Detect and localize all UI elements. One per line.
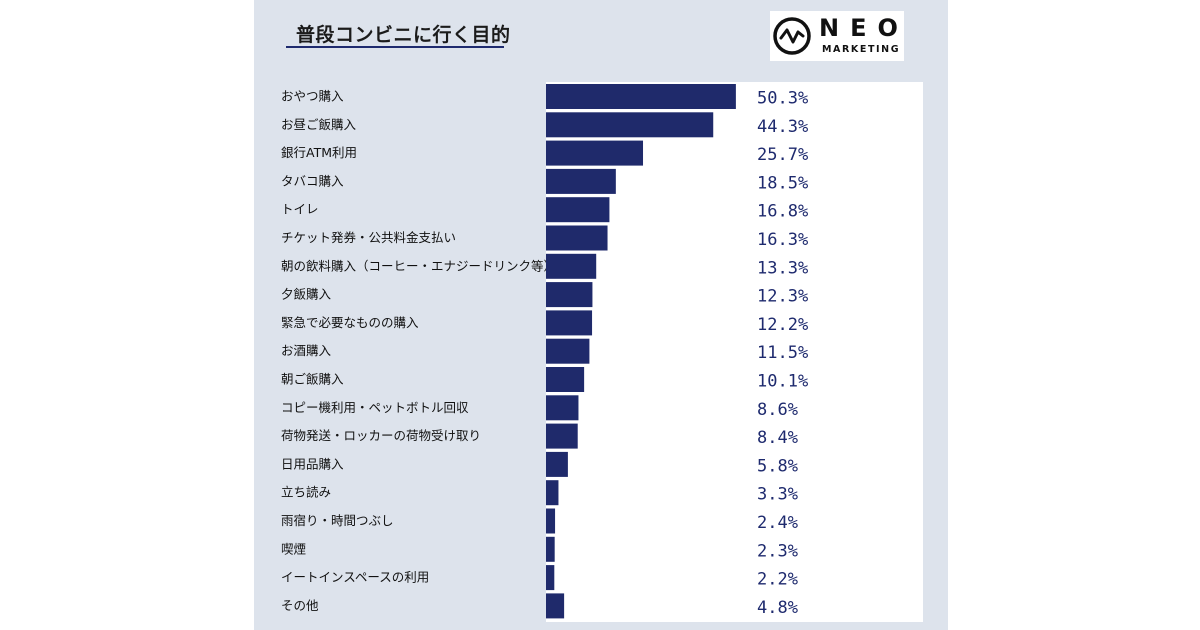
bar: [546, 253, 597, 279]
neo-marketing-logo: NEO MARKETING: [770, 11, 904, 61]
bar: [546, 338, 590, 364]
bar: [546, 282, 593, 308]
category-label: 朝ご飯購入: [281, 372, 344, 387]
value-label: 8.4%: [757, 428, 798, 448]
bar: [546, 197, 610, 223]
category-label: コピー機利用・ペットボトル回収: [281, 400, 469, 415]
category-label: 日用品購入: [281, 456, 344, 471]
value-label: 18.5%: [757, 173, 808, 193]
bar: [546, 593, 565, 619]
bar: [546, 225, 608, 251]
logo-subtitle: MARKETING: [822, 44, 901, 55]
chart-title: 普段コンビニに行く目的: [296, 24, 511, 46]
value-label: 3.3%: [757, 485, 798, 505]
category-label: タバコ購入: [281, 173, 344, 188]
value-label: 50.3%: [757, 89, 808, 109]
bar: [546, 480, 559, 506]
value-label: 12.2%: [757, 315, 808, 335]
bar: [546, 565, 555, 591]
value-label: 44.3%: [757, 117, 808, 137]
logo-pulse-icon: [773, 17, 811, 55]
value-label: 10.1%: [757, 372, 808, 392]
bar: [546, 508, 556, 534]
category-label: 朝の飲料購入（コーヒー・エナジードリンク等）: [281, 258, 556, 273]
bar: [546, 112, 714, 138]
bar: [546, 140, 644, 166]
bar: [546, 310, 593, 336]
category-label: 立ち読み: [281, 485, 331, 500]
value-label: 2.2%: [757, 570, 798, 590]
value-label: 2.3%: [757, 541, 798, 561]
bar: [546, 395, 579, 421]
bar: [546, 367, 585, 392]
value-label: 25.7%: [757, 145, 808, 165]
value-label: 11.5%: [757, 343, 808, 363]
value-label: 4.8%: [757, 598, 798, 618]
value-label: 16.3%: [757, 230, 808, 250]
category-label: その他: [281, 598, 319, 613]
value-label: 12.3%: [757, 287, 808, 307]
value-label: 13.3%: [757, 258, 808, 278]
value-label: 16.8%: [757, 202, 808, 222]
category-label: イートインスペースの利用: [281, 570, 429, 585]
category-label: 銀行ATM利用: [281, 145, 357, 160]
value-label: 8.6%: [757, 400, 798, 420]
category-label: 緊急で必要なものの購入: [281, 315, 419, 330]
category-label: お昼ご飯購入: [281, 117, 357, 132]
category-label: チケット発券・公共料金支払い: [281, 230, 456, 245]
bar: [546, 451, 568, 477]
bar: [546, 168, 616, 194]
category-label: おやつ購入: [281, 89, 344, 104]
logo-wordmark: NEO: [819, 14, 909, 42]
category-label: トイレ: [281, 202, 319, 217]
value-label: 2.4%: [757, 513, 798, 533]
bar: [546, 536, 555, 562]
category-label: 夕飯購入: [281, 287, 332, 302]
bar: [546, 423, 578, 449]
category-label: お酒購入: [281, 343, 332, 358]
bar: [546, 84, 736, 109]
category-label: 雨宿り・時間つぶし: [281, 513, 394, 528]
category-label: 喫煙: [281, 541, 306, 556]
category-label: 荷物発送・ロッカーの荷物受け取り: [281, 428, 481, 443]
value-label: 5.8%: [757, 456, 798, 476]
title-underline: [286, 46, 504, 48]
